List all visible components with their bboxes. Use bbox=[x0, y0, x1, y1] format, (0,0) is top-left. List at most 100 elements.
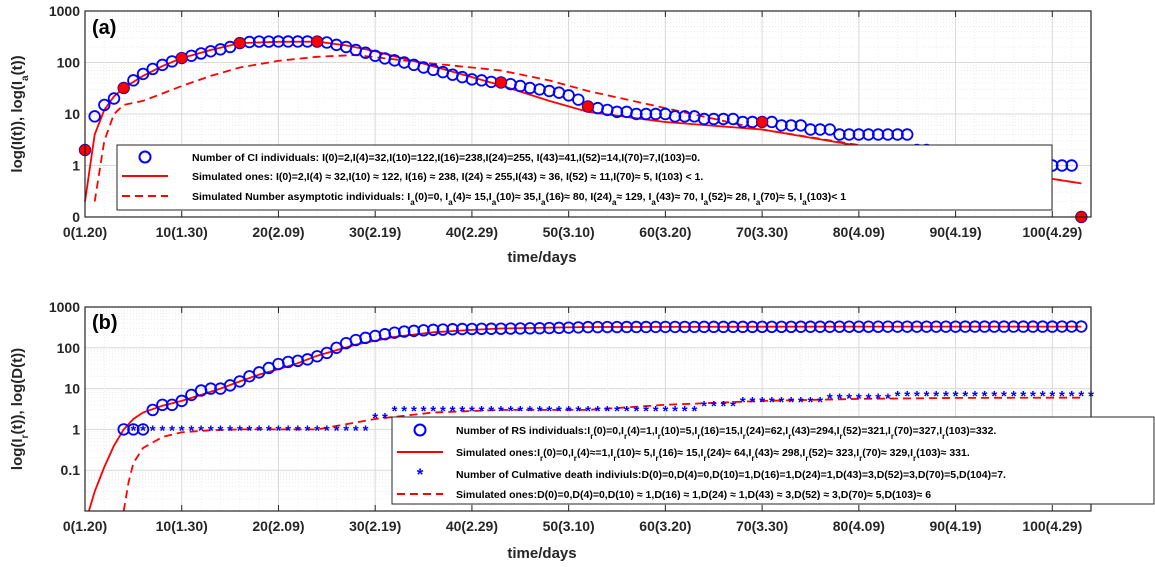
death-point: * bbox=[750, 394, 756, 411]
death-point: * bbox=[295, 422, 301, 439]
death-point: * bbox=[237, 422, 243, 439]
data-point bbox=[746, 320, 759, 334]
axes-box-b bbox=[84, 306, 1092, 512]
data-point bbox=[639, 107, 653, 121]
death-point: * bbox=[314, 422, 320, 439]
data-point bbox=[668, 320, 682, 334]
x-tick-label: 20(2.09) bbox=[252, 224, 304, 240]
data-point bbox=[901, 128, 914, 141]
x-tick-label: 60(3.20) bbox=[639, 224, 691, 240]
x-tick-label: 0(1.20) bbox=[63, 224, 107, 240]
death-point: * bbox=[1069, 388, 1075, 405]
death-point: * bbox=[575, 403, 581, 420]
death-point: * bbox=[653, 403, 659, 420]
data-point bbox=[881, 128, 895, 141]
data-point bbox=[543, 321, 556, 335]
x-tick-label: 60(3.20) bbox=[639, 518, 691, 534]
data-point bbox=[475, 322, 488, 336]
highlight-point bbox=[495, 76, 507, 89]
data-point bbox=[823, 123, 837, 136]
data-point bbox=[417, 324, 430, 337]
death-point: * bbox=[779, 394, 785, 411]
data-point bbox=[291, 35, 305, 48]
data-point bbox=[88, 110, 101, 123]
y-tick-label: 1 bbox=[72, 421, 80, 437]
legend-a: Number of CI individuals: I(0)=2,I(4)=32… bbox=[116, 144, 1053, 211]
panel-label-b: (b) bbox=[92, 312, 118, 334]
data-point bbox=[456, 322, 469, 336]
data-layer-b: * * * * * * * * * * * * * * * * * * * * * * * * ** * * * * * * * * * * * * * *… bbox=[88, 320, 1094, 512]
death-point: * bbox=[1011, 388, 1017, 405]
death-point: * bbox=[556, 403, 562, 420]
data-point bbox=[678, 110, 691, 123]
death-point: * bbox=[633, 403, 639, 420]
data-point bbox=[1075, 320, 1088, 333]
death-point: * bbox=[343, 422, 349, 439]
death-point: * bbox=[711, 398, 717, 415]
death-point: * bbox=[324, 422, 330, 439]
data-point bbox=[842, 320, 856, 333]
data-point bbox=[98, 98, 111, 112]
data-point bbox=[833, 128, 846, 141]
death-point: * bbox=[788, 394, 794, 411]
x-tick-label: 70(3.30) bbox=[736, 224, 788, 240]
death-point: * bbox=[982, 388, 988, 405]
data-point bbox=[707, 320, 720, 334]
data-point bbox=[755, 320, 769, 334]
data-point bbox=[901, 320, 914, 333]
y-axis-label-b-sub: r bbox=[20, 434, 31, 438]
y-tick-label: 1000 bbox=[49, 3, 80, 19]
data-point bbox=[852, 320, 866, 333]
data-point bbox=[581, 320, 595, 334]
data-point bbox=[910, 320, 924, 333]
data-point bbox=[330, 341, 343, 355]
death-point: * bbox=[856, 391, 862, 408]
death-point: * bbox=[866, 391, 872, 408]
data-point bbox=[436, 323, 450, 336]
death-point: * bbox=[227, 422, 233, 439]
data-point bbox=[127, 74, 140, 87]
data-point bbox=[156, 398, 169, 412]
death-point: * bbox=[488, 403, 494, 420]
death-point: * bbox=[1040, 388, 1046, 405]
x-tick-label: 40(2.29) bbox=[446, 224, 498, 240]
data-point bbox=[136, 423, 150, 436]
y-tick-labels-b: 1000 100 10 1 0.1 bbox=[49, 299, 80, 478]
death-point: * bbox=[798, 394, 804, 411]
data-point bbox=[784, 320, 798, 334]
data-point bbox=[610, 320, 624, 334]
x-tick-labels-a: 0(1.20) 10(1.30) 20(2.09) 30(2.19) 40(2.29) 5… bbox=[63, 224, 1082, 240]
death-point: * bbox=[517, 403, 523, 420]
data-point bbox=[427, 323, 440, 337]
y-axis-label-b-part1: log(I bbox=[9, 438, 26, 470]
x-axis-label-b: time/days bbox=[507, 545, 576, 562]
legend-b-box bbox=[391, 416, 1155, 505]
data-point bbox=[649, 320, 662, 334]
death-point: * bbox=[914, 388, 920, 405]
death-point: * bbox=[421, 403, 427, 420]
y-axis-label-a: log(I(t)), log(Ia(t)) bbox=[9, 55, 31, 172]
data-point bbox=[175, 394, 188, 408]
death-point: * bbox=[1078, 388, 1084, 405]
death-point: * bbox=[943, 388, 949, 405]
data-point bbox=[514, 322, 527, 335]
death-point: * bbox=[353, 422, 359, 439]
death-point: * bbox=[1001, 388, 1007, 405]
death-point: * bbox=[440, 403, 446, 420]
data-point bbox=[920, 320, 933, 333]
highlight-point bbox=[118, 82, 130, 94]
death-point: * bbox=[411, 403, 417, 420]
data-point bbox=[775, 320, 788, 334]
death-point: * bbox=[401, 403, 407, 420]
death-point: * bbox=[662, 403, 668, 420]
death-point: * bbox=[691, 403, 697, 420]
y-axis-label-b-part2: (t)), log(D(t)) bbox=[9, 348, 26, 435]
x-tick-label: 20(2.09) bbox=[252, 518, 304, 534]
death-point: * bbox=[595, 403, 601, 420]
y-tick-label: 0.1 bbox=[61, 462, 81, 478]
death-point: * bbox=[140, 422, 146, 439]
data-point bbox=[185, 388, 198, 402]
data-point bbox=[630, 107, 643, 121]
data-point bbox=[736, 320, 749, 334]
data-point bbox=[862, 128, 875, 141]
